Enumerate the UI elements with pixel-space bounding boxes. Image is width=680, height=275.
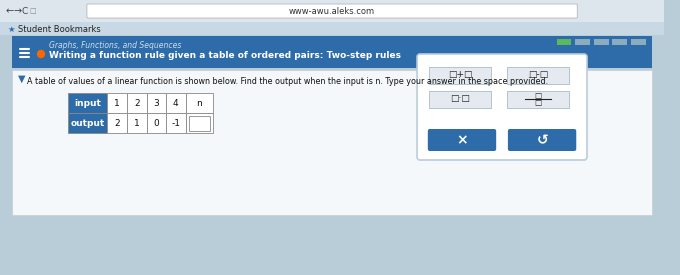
- FancyBboxPatch shape: [186, 93, 213, 113]
- FancyBboxPatch shape: [428, 129, 496, 151]
- FancyBboxPatch shape: [507, 67, 569, 84]
- FancyBboxPatch shape: [12, 36, 652, 68]
- Text: □+□: □+□: [448, 70, 473, 79]
- FancyBboxPatch shape: [186, 113, 213, 133]
- Text: n: n: [197, 98, 202, 108]
- FancyBboxPatch shape: [189, 116, 209, 131]
- FancyBboxPatch shape: [0, 0, 664, 22]
- Text: Student Bookmarks: Student Bookmarks: [18, 24, 101, 34]
- FancyBboxPatch shape: [0, 22, 664, 35]
- Text: 3: 3: [154, 98, 159, 108]
- Text: □·□: □·□: [450, 95, 470, 103]
- Text: ←: ←: [6, 6, 14, 16]
- Text: Writing a function rule given a table of ordered pairs: Two-step rules: Writing a function rule given a table of…: [49, 51, 401, 60]
- FancyBboxPatch shape: [429, 90, 491, 108]
- Text: ×: ×: [456, 133, 468, 147]
- Text: 0: 0: [154, 119, 159, 128]
- Text: input: input: [75, 98, 101, 108]
- Text: output: output: [71, 119, 105, 128]
- FancyBboxPatch shape: [127, 113, 146, 133]
- FancyBboxPatch shape: [417, 54, 587, 160]
- FancyBboxPatch shape: [107, 93, 127, 113]
- Text: 1: 1: [134, 119, 139, 128]
- Text: 2: 2: [134, 98, 139, 108]
- Text: ▼: ▼: [18, 74, 25, 84]
- Text: 4: 4: [173, 98, 179, 108]
- FancyBboxPatch shape: [107, 113, 127, 133]
- FancyBboxPatch shape: [146, 113, 166, 133]
- FancyBboxPatch shape: [127, 93, 146, 113]
- Circle shape: [37, 51, 44, 57]
- Text: A table of values of a linear function is shown below. Find the output when the : A table of values of a linear function i…: [27, 78, 549, 87]
- Text: □: □: [29, 8, 36, 14]
- Text: →: →: [14, 6, 22, 16]
- FancyBboxPatch shape: [594, 39, 609, 45]
- FancyBboxPatch shape: [166, 113, 186, 133]
- Text: www-awu.aleks.com: www-awu.aleks.com: [289, 7, 375, 15]
- Text: ↺: ↺: [537, 133, 548, 147]
- FancyBboxPatch shape: [0, 35, 664, 275]
- FancyBboxPatch shape: [508, 129, 576, 151]
- Text: □-□: □-□: [528, 70, 548, 79]
- FancyBboxPatch shape: [87, 4, 577, 18]
- FancyBboxPatch shape: [507, 90, 569, 108]
- FancyBboxPatch shape: [631, 39, 645, 45]
- FancyBboxPatch shape: [575, 39, 590, 45]
- FancyBboxPatch shape: [146, 93, 166, 113]
- FancyBboxPatch shape: [429, 67, 491, 84]
- FancyBboxPatch shape: [166, 93, 186, 113]
- FancyBboxPatch shape: [613, 39, 627, 45]
- Text: 2: 2: [114, 119, 120, 128]
- Text: □: □: [534, 91, 542, 100]
- FancyBboxPatch shape: [69, 93, 107, 113]
- Text: -1: -1: [171, 119, 180, 128]
- Text: □: □: [534, 98, 542, 107]
- FancyBboxPatch shape: [69, 113, 107, 133]
- FancyBboxPatch shape: [12, 70, 652, 215]
- Text: C: C: [22, 7, 28, 15]
- Text: 1: 1: [114, 98, 120, 108]
- Text: ★: ★: [7, 24, 16, 34]
- Text: Graphs, Functions, and Sequences: Graphs, Functions, and Sequences: [49, 42, 181, 51]
- FancyBboxPatch shape: [557, 39, 571, 45]
